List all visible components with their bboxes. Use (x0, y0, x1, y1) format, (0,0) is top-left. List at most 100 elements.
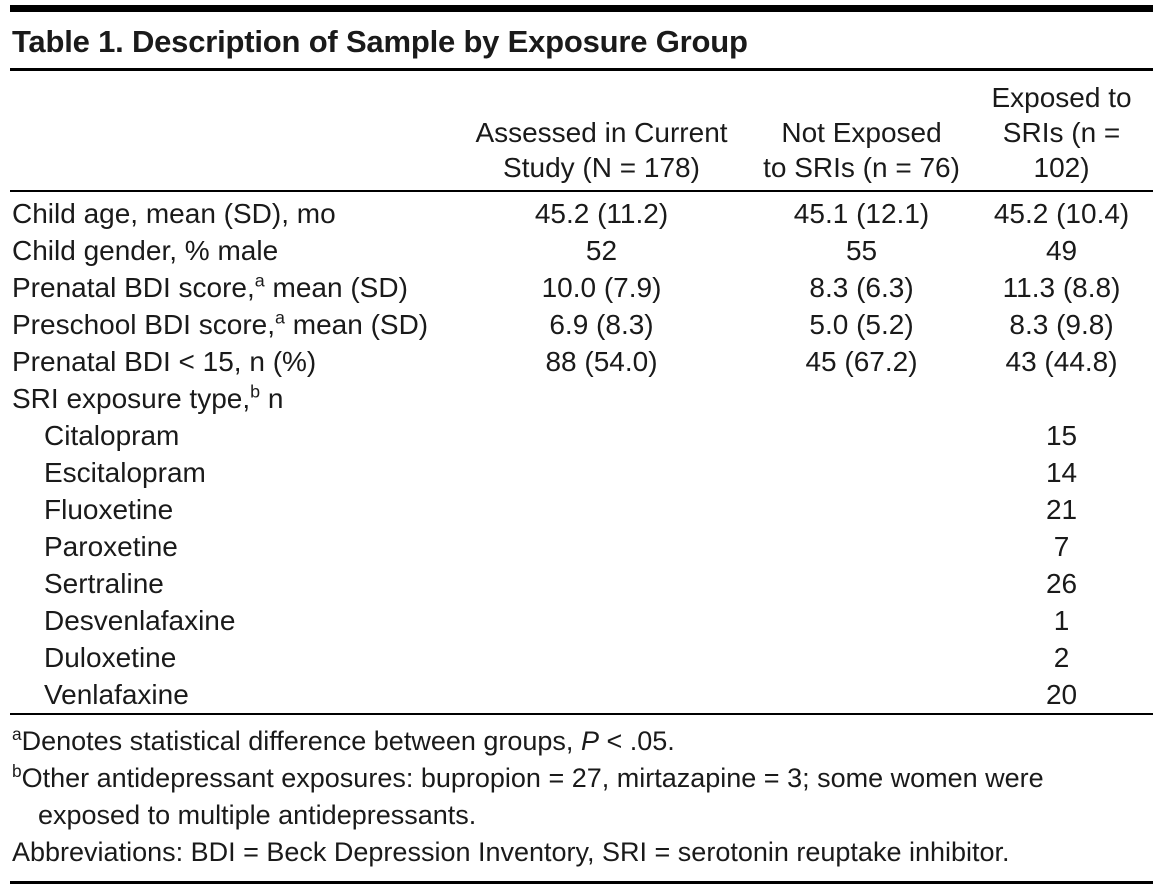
top-rule (10, 5, 1153, 12)
table-row: Escitalopram 14 (10, 454, 1153, 491)
row-label-cell: Child gender, % male (10, 232, 450, 269)
row-label-cell: SRI exposure type,b n (10, 380, 450, 417)
value-cell: 1 (1053, 605, 1070, 637)
value-cell (753, 454, 970, 491)
value-cell: 43 (44.8) (1005, 346, 1118, 378)
table-row: Sertraline 26 (10, 565, 1153, 602)
row-label-continued: n (260, 383, 284, 415)
column-header-not-exposed: Not Exposed to SRIs (n = 76) (752, 71, 971, 193)
table-row: Fluoxetine 21 (10, 491, 1153, 528)
row-label: SRI exposure type, (12, 383, 251, 415)
value-cell (753, 491, 970, 528)
row-label-cell: Prenatal BDI < 15, n (%) (10, 343, 450, 380)
value-cell: 20 (1045, 679, 1078, 711)
value-cell: 49 (1045, 235, 1078, 267)
table-row: Paroxetine 7 (10, 528, 1153, 565)
row-label-cell: Sertraline (10, 565, 450, 602)
value-cell (450, 565, 753, 602)
value-cell: 88 (54.0) (545, 346, 658, 378)
column-header-exposed: Exposed to SRIs (n = 102) (970, 71, 1153, 193)
row-label-superscript: a (254, 270, 265, 291)
value-cell: 7 (1053, 531, 1070, 563)
column-header-line: to SRIs (n = 76) (763, 152, 960, 184)
column-header-line: Study (N = 178) (503, 152, 700, 184)
footnote-a: aDenotes statistical difference between … (12, 723, 1151, 760)
row-label-superscript: a (275, 307, 285, 328)
row-label: Desvenlafaxine (44, 605, 236, 637)
table-row: Venlafaxine 20 (10, 676, 1153, 713)
row-label: Paroxetine (44, 531, 178, 563)
row-label-superscript: b (250, 381, 261, 402)
table-row: Child age, mean (SD), mo 45.2 (11.2) 45.… (10, 191, 1153, 232)
row-label-cell: Citalopram (10, 417, 450, 454)
row-label: Sertraline (44, 568, 164, 600)
row-label: Fluoxetine (44, 494, 174, 526)
table-row: Prenatal BDI < 15, n (%) 88 (54.0) 45 (6… (10, 343, 1153, 380)
table-row: Desvenlafaxine 1 (10, 602, 1153, 639)
footnote-b-text: Other antidepressant exposures: bupropio… (21, 763, 1044, 831)
row-label: Preschool BDI score, (12, 309, 275, 341)
value-cell: 21 (1045, 494, 1078, 526)
value-cell (753, 639, 970, 676)
value-cell: 45.2 (11.2) (534, 198, 669, 230)
table-row: SRI exposure type,b n (10, 380, 1153, 417)
value-cell: 45 (67.2) (805, 346, 918, 378)
value-cell: 5.0 (5.2) (809, 309, 914, 341)
row-label: Child age, mean (SD), mo (12, 198, 336, 230)
table-header: Assessed in Current Study (N = 178) Not … (10, 71, 1153, 193)
value-cell: 11.3 (8.8) (1002, 272, 1121, 304)
value-cell (753, 602, 970, 639)
footnote-abbreviations: Abbreviations: BDI = Beck Depression Inv… (12, 837, 1010, 868)
row-label: Venlafaxine (44, 679, 189, 711)
value-cell (450, 676, 753, 713)
value-cell: 10.0 (7.9) (541, 272, 662, 304)
row-label-cell: Child age, mean (SD), mo (10, 191, 450, 232)
value-cell (450, 528, 753, 565)
row-label-continued: mean (SD) (264, 272, 408, 304)
row-label-cell: Venlafaxine (10, 676, 450, 713)
value-cell (450, 639, 753, 676)
value-cell: 14 (1045, 457, 1078, 489)
table-row: Preschool BDI score,a mean (SD) 6.9 (8.3… (10, 306, 1153, 343)
column-header-line: Exposed to (991, 82, 1132, 114)
value-cell: 8.3 (6.3) (809, 272, 914, 304)
sample-table: Assessed in Current Study (N = 178) Not … (10, 71, 1153, 713)
footnote-b-marker: b (12, 761, 22, 782)
value-cell: 15 (1045, 420, 1078, 452)
value-cell: 2 (1053, 642, 1070, 674)
value-cell: 45.2 (10.4) (993, 198, 1130, 230)
footnote-a-marker: a (12, 724, 22, 745)
row-label-cell: Paroxetine (10, 528, 450, 565)
footnote-b: bOther antidepressant exposures: bupropi… (12, 760, 1151, 834)
value-cell: 6.9 (8.3) (549, 309, 654, 341)
header-row: Assessed in Current Study (N = 178) Not … (10, 71, 1153, 193)
title-divider (10, 68, 1153, 72)
table-body: Child age, mean (SD), mo 45.2 (11.2) 45.… (10, 191, 1153, 713)
value-cell (450, 491, 753, 528)
footnote-a-pvalue: P (580, 726, 599, 757)
value-cell: 52 (585, 235, 618, 267)
row-label-continued: mean (SD) (284, 309, 429, 341)
column-header-line: Assessed in Current (475, 117, 728, 149)
value-cell (450, 454, 753, 491)
value-cell: 26 (1045, 568, 1078, 600)
value-cell (753, 565, 970, 602)
row-label-cell: Desvenlafaxine (10, 602, 450, 639)
row-label: Escitalopram (44, 457, 206, 489)
value-cell: 8.3 (9.8) (1009, 309, 1114, 341)
value-cell (753, 417, 970, 454)
row-label: Duloxetine (44, 642, 177, 674)
row-label: Prenatal BDI score, (12, 272, 255, 304)
value-cell (753, 380, 970, 417)
row-label-cell: Escitalopram (10, 454, 450, 491)
column-header-line: Not Exposed (781, 117, 942, 149)
row-label-cell: Duloxetine (10, 639, 450, 676)
column-header-assessed: Assessed in Current Study (N = 178) (450, 71, 753, 193)
table-title: Table 1. Description of Sample by Exposu… (12, 24, 748, 59)
value-cell: 55 (845, 235, 878, 267)
value-cell (450, 417, 753, 454)
row-label: Citalopram (44, 420, 180, 452)
stub-header (10, 71, 451, 193)
column-header-line: SRIs (n = 102) (1002, 117, 1121, 184)
row-label-cell: Preschool BDI score,a mean (SD) (10, 306, 450, 343)
